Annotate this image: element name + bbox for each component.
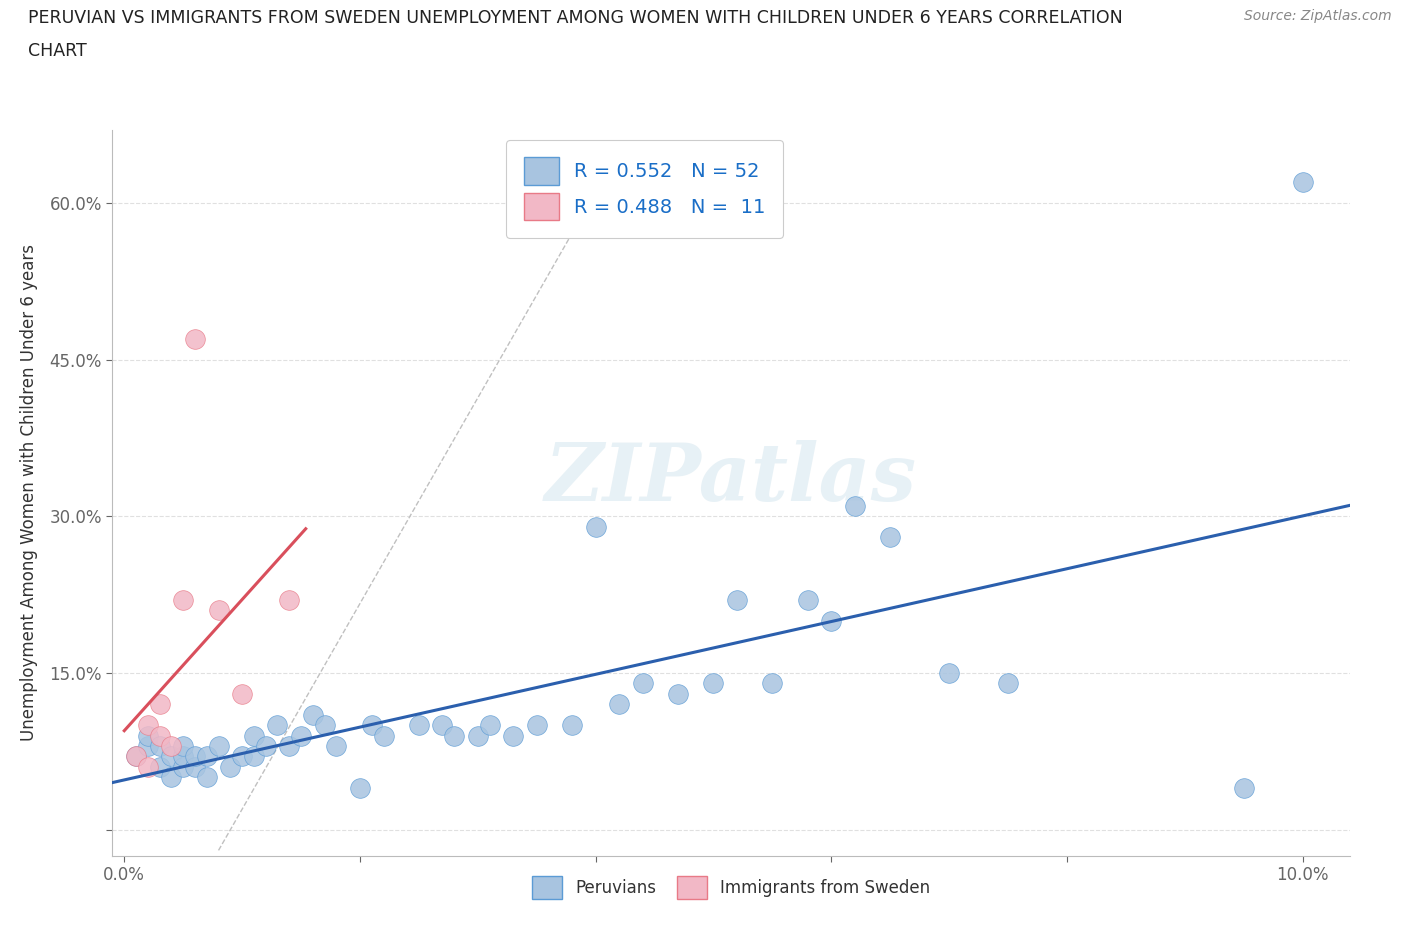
Point [301, 707, 323, 722]
Point [219, 760, 242, 775]
Point [195, 770, 218, 785]
Point [149, 697, 172, 711]
Point [467, 728, 489, 743]
Text: PERUVIAN VS IMMIGRANTS FROM SWEDEN UNEMPLOYMENT AMONG WOMEN WITH CHILDREN UNDER : PERUVIAN VS IMMIGRANTS FROM SWEDEN UNEMP… [28, 9, 1123, 27]
Point [478, 718, 501, 733]
Point [160, 738, 183, 753]
Point [172, 749, 194, 764]
Point [725, 592, 748, 607]
Point [207, 603, 229, 618]
Point [136, 728, 159, 743]
Point [184, 749, 207, 764]
Point [526, 718, 548, 733]
Point [761, 676, 783, 691]
Point [136, 718, 159, 733]
Point [290, 728, 312, 743]
Y-axis label: Unemployment Among Women with Children Under 6 years: Unemployment Among Women with Children U… [21, 245, 38, 741]
Point [607, 697, 630, 711]
Point [631, 676, 654, 691]
Point [585, 519, 607, 534]
Point [172, 760, 194, 775]
Legend: Peruvians, Immigrants from Sweden: Peruvians, Immigrants from Sweden [519, 862, 943, 912]
Point [207, 738, 229, 753]
Point [1233, 780, 1256, 795]
Point [820, 613, 842, 628]
Point [349, 780, 371, 795]
Point [879, 530, 901, 545]
Point [266, 718, 288, 733]
Point [373, 728, 395, 743]
Point [136, 760, 159, 775]
Point [243, 728, 266, 743]
Point [702, 676, 724, 691]
Point [796, 592, 818, 607]
Point [1291, 175, 1313, 190]
Point [172, 738, 194, 753]
Text: CHART: CHART [28, 42, 87, 60]
Point [184, 760, 207, 775]
Point [160, 770, 183, 785]
Point [254, 738, 277, 753]
Point [278, 592, 301, 607]
Point [844, 498, 866, 513]
Point [231, 686, 253, 701]
Point [443, 728, 465, 743]
Point [172, 592, 194, 607]
Point [184, 331, 207, 346]
Point [360, 718, 382, 733]
Point [278, 738, 301, 753]
Point [561, 718, 583, 733]
Point [125, 749, 148, 764]
Point [408, 718, 430, 733]
Point [666, 686, 689, 701]
Point [231, 749, 253, 764]
Point [149, 728, 172, 743]
Text: ZIPatlas: ZIPatlas [546, 440, 917, 517]
Point [125, 749, 148, 764]
Point [997, 676, 1019, 691]
Point [243, 749, 266, 764]
Text: Source: ZipAtlas.com: Source: ZipAtlas.com [1244, 9, 1392, 23]
Point [502, 728, 524, 743]
Point [325, 738, 347, 753]
Point [160, 749, 183, 764]
Point [314, 718, 336, 733]
Point [195, 749, 218, 764]
Point [432, 718, 454, 733]
Point [938, 666, 960, 681]
Point [149, 760, 172, 775]
Point [149, 738, 172, 753]
Point [136, 738, 159, 753]
